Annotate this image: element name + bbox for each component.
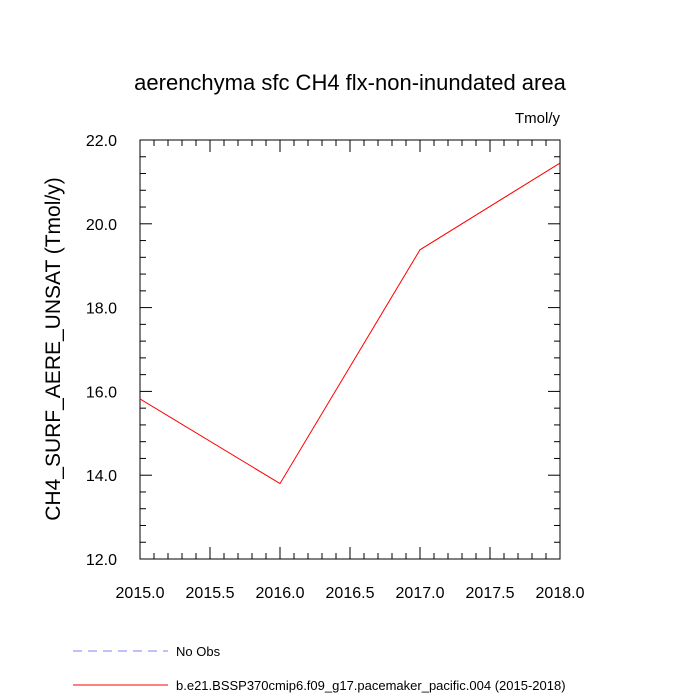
axis-tick-labels: 2015.0 2015.5 2016.0 2016.5 2017.0 2017.5 2018…: [86, 133, 585, 602]
y-tick-label: 22.0: [86, 133, 117, 150]
x-tick-label: 2017.5: [466, 585, 515, 602]
legend-label-1: b.e21.BSSP370cmip6.f09_g17.pacemaker_pac…: [176, 678, 566, 693]
y-tick-label: 20.0: [86, 217, 117, 234]
x-tick-label: 2017.0: [396, 585, 445, 602]
y-tick-label: 16.0: [86, 384, 117, 401]
series-layer: [139, 162, 561, 485]
y-tick-label: 18.0: [86, 301, 117, 318]
plot-frame: [139, 139, 561, 560]
x-tick-label: 2015.0: [116, 585, 165, 602]
axis-ticks: [139, 139, 561, 560]
legend: No Obs b.e21.BSSP370cmip6.f09_g17.pacemak…: [73, 644, 566, 693]
x-tick-label: 2018.0: [536, 585, 585, 602]
x-tick-label: 2016.0: [256, 585, 305, 602]
x-tick-label: 2016.5: [326, 585, 375, 602]
units-label: Tmol/y: [515, 110, 561, 127]
series-line-1: [139, 162, 561, 485]
legend-label-0: No Obs: [176, 644, 221, 659]
y-axis-label: CH4_SURF_AERE_UNSAT (Tmol/y): [42, 177, 65, 520]
x-tick-label: 2015.5: [186, 585, 235, 602]
chart-title: aerenchyma sfc CH4 flx-non-inundated are…: [134, 70, 566, 95]
y-tick-label: 14.0: [86, 468, 117, 485]
y-tick-label: 12.0: [86, 552, 117, 569]
